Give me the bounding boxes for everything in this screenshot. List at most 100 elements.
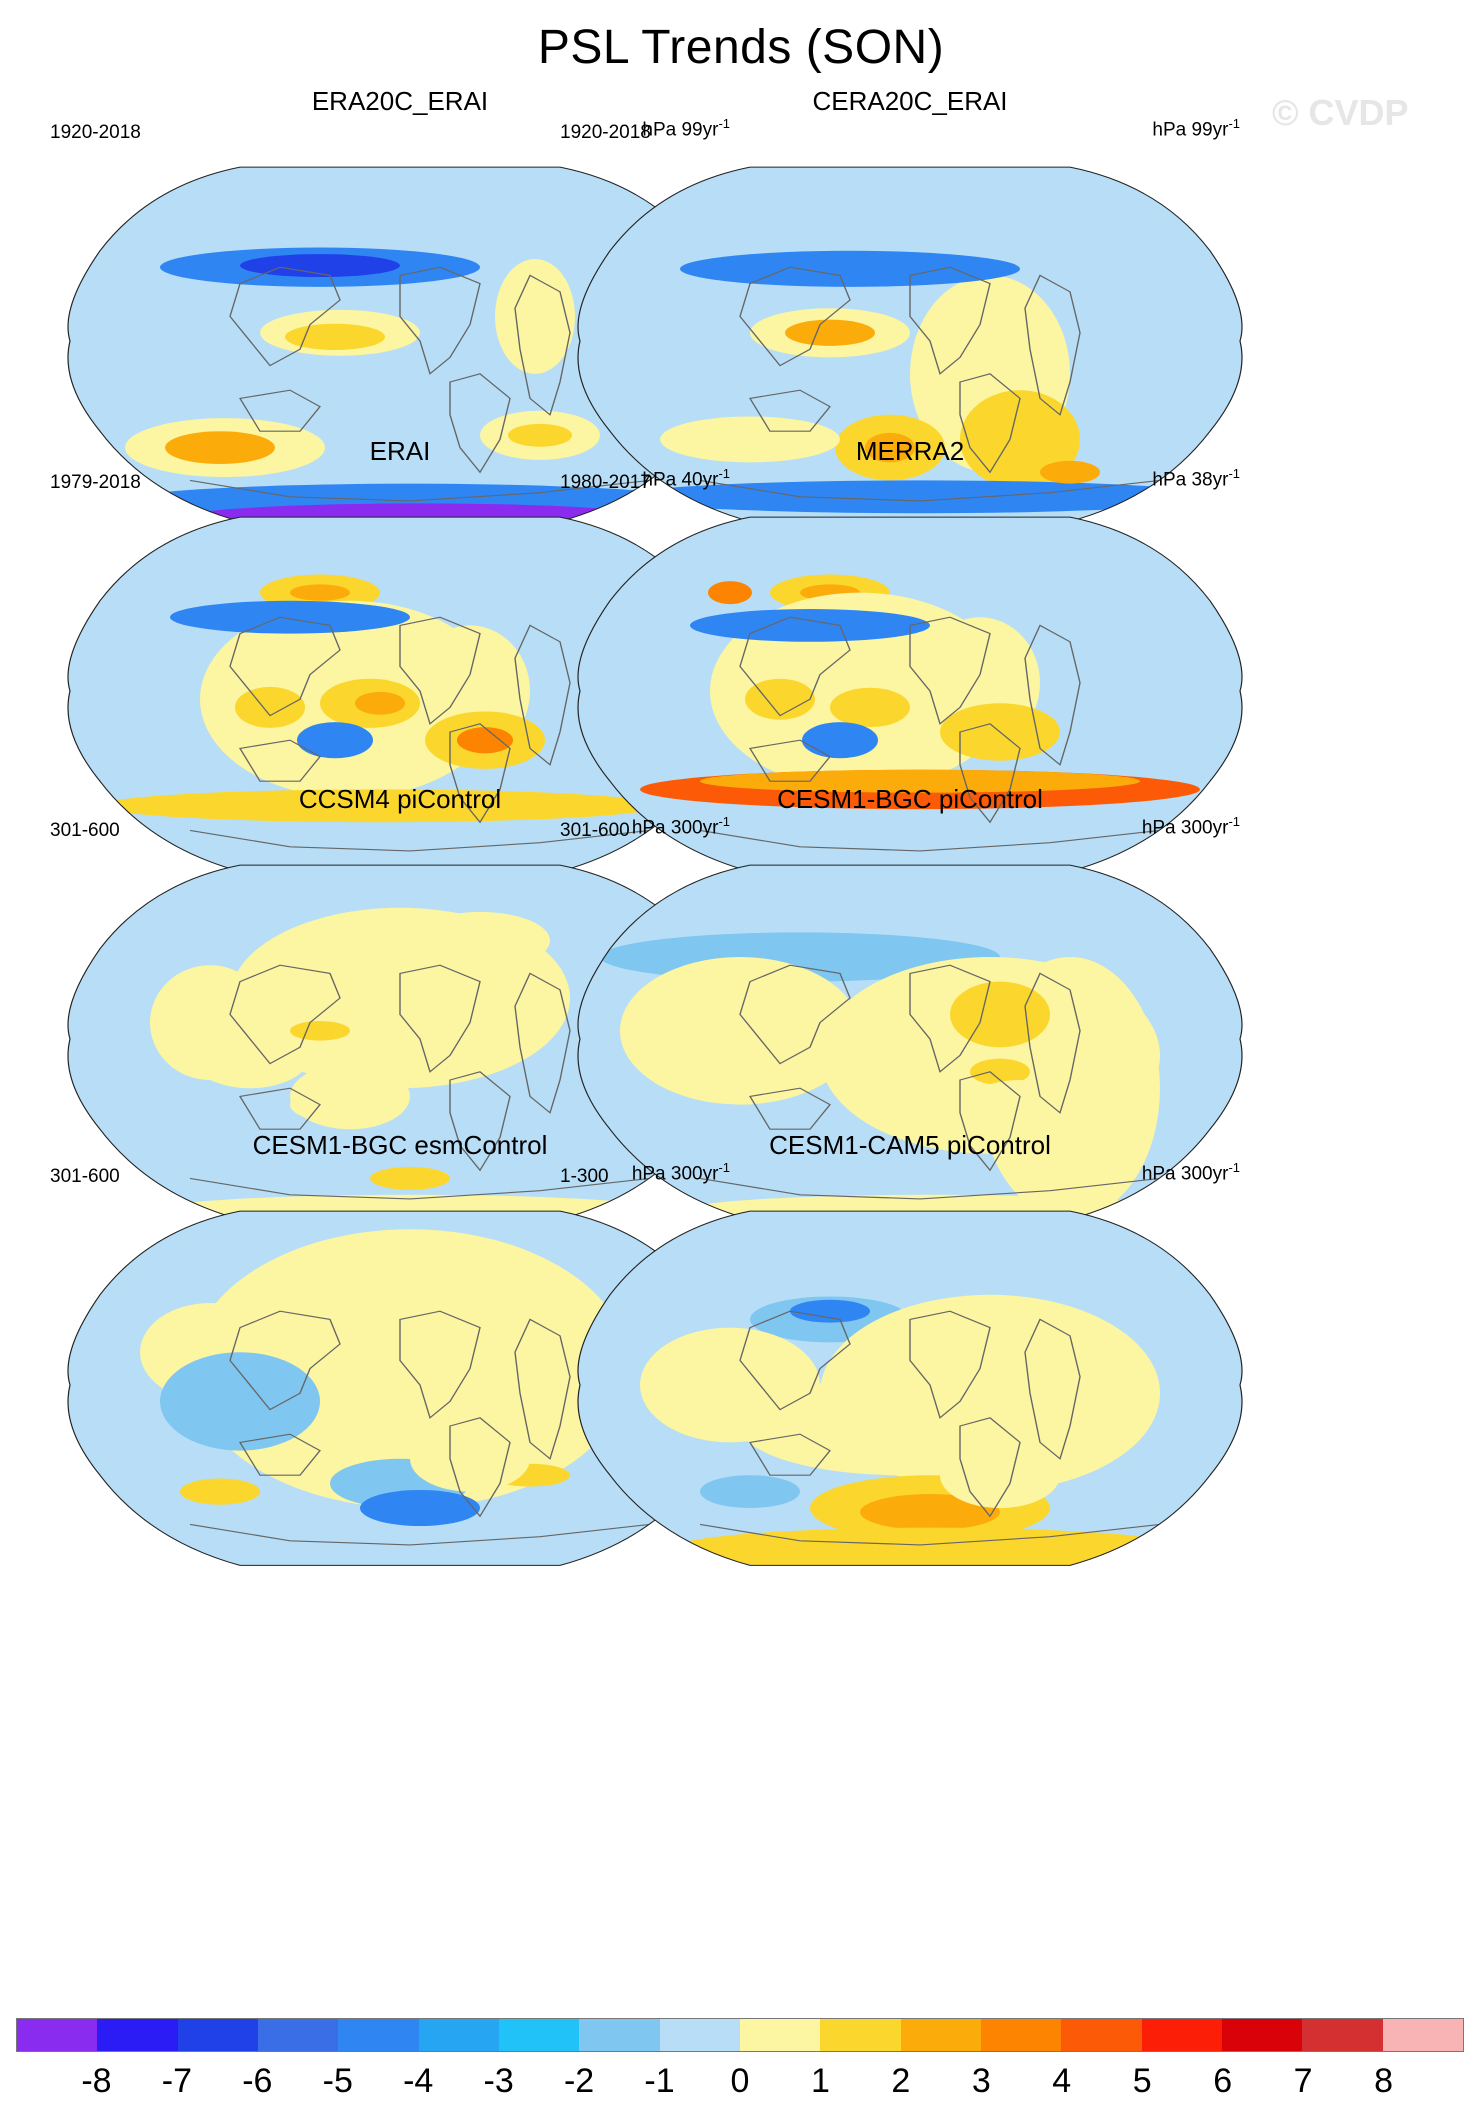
panel-units: hPa 38yr-1 — [1152, 466, 1240, 491]
contour-blob — [240, 254, 400, 278]
map-panel: CESM1-CAM5 piControl 1-300 hPa 300yr-1 — [560, 1130, 1260, 1590]
coastline — [514, 624, 571, 766]
contour-blob — [440, 1327, 540, 1394]
contour-blob — [290, 584, 350, 601]
map-panel: CESM1-BGC piControl 301-600 hPa 300yr-1 — [560, 784, 1260, 1244]
contour-blob — [750, 1030, 850, 1080]
panel-title: ERAI — [369, 436, 431, 466]
panel-period: 301-600 — [50, 820, 120, 841]
map-panel: MERRA2 1980-2017 hPa 38yr-1 — [560, 436, 1260, 896]
colorbar-swatch — [1382, 2019, 1463, 2051]
panel-period: 1979-2018 — [50, 472, 141, 493]
robinson-map — [577, 1210, 1243, 1566]
panel-units: hPa 99yr-1 — [1152, 116, 1240, 141]
colorbar-tick-label: 2 — [891, 2062, 911, 2100]
coastline — [699, 1177, 1161, 1200]
panel-units-exponent: -1 — [1228, 466, 1240, 481]
colorbar-labels: -8 -7 -6 -5 -4 -3 -2 -1 0 1 2 3 4 5 6 7 8 — [16, 2062, 1464, 2112]
colorbar-tick-label: 6 — [1213, 2062, 1233, 2100]
contour-blob — [708, 581, 752, 605]
colorbar-tick-label: -3 — [483, 2062, 514, 2100]
panel-units-base: hPa 300yr — [631, 817, 719, 839]
colorbar-tick-label: 5 — [1132, 2062, 1152, 2100]
coastline — [739, 1310, 851, 1411]
colorbar-swatch — [1221, 2019, 1303, 2051]
contour-blob — [360, 1489, 480, 1527]
contour-blob — [950, 981, 1050, 1048]
panel-period: 1-300 — [560, 1166, 609, 1187]
colorbar-swatch — [1061, 2019, 1142, 2051]
colorbar-tick-label: 1 — [810, 2062, 830, 2100]
coastline — [1024, 972, 1081, 1114]
colorbar-swatch — [820, 2019, 901, 2051]
coastline — [748, 389, 831, 432]
panel-units-exponent: -1 — [1228, 814, 1240, 829]
colorbar-swatch — [1141, 2019, 1222, 2051]
panel-units: hPa 300yr-1 — [1142, 1160, 1240, 1185]
contour-blob — [690, 609, 930, 642]
coastline — [748, 739, 831, 782]
coastline — [748, 1087, 831, 1130]
panel-title: CESM1-BGC piControl — [777, 784, 1043, 814]
colorbar-tick-label: 8 — [1374, 2062, 1393, 2100]
contour-blob — [940, 1442, 1060, 1508]
colorbar-swatch — [17, 2019, 98, 2051]
panel-title: CCSM4 piControl — [298, 784, 502, 814]
map-panel: CERA20C_ERAI 1920-2018 hPa 99yr-1 — [560, 86, 1260, 546]
coastline — [959, 723, 1021, 824]
coastline — [238, 1433, 321, 1476]
colorbar-swatch — [177, 2019, 258, 2051]
contour-blob — [180, 1478, 260, 1505]
contour-blob — [160, 503, 680, 522]
colorbar-swatch — [498, 2019, 580, 2051]
coastline — [399, 266, 481, 375]
figure-title: PSL Trends (SON) — [537, 21, 945, 74]
contour-blob — [235, 686, 305, 728]
coastline — [189, 479, 651, 502]
panel-period: 1980-2017 — [560, 472, 651, 493]
colorbar-tick-label: -2 — [563, 2062, 595, 2100]
panel-title: ERA20C_ERAI — [311, 86, 489, 116]
colorbar-swatch — [338, 2019, 419, 2051]
contour-blob — [745, 678, 815, 720]
coastline — [238, 1087, 321, 1130]
map-panel: CESM1-BGC esmControl 301-600 hPa 300yr-1 — [50, 1130, 750, 1590]
contour-blob — [457, 727, 513, 754]
panel-units-base: hPa 99yr — [642, 119, 719, 141]
contour-blob — [700, 769, 1140, 793]
coastline — [399, 616, 481, 725]
panel-units-base: hPa 300yr — [1141, 817, 1229, 839]
contour-blob — [410, 911, 550, 970]
coastline — [514, 274, 571, 416]
panel-units: hPa 300yr-1 — [632, 1160, 730, 1185]
coastline — [189, 1523, 651, 1546]
colorbar-tick-label: -4 — [403, 2062, 434, 2100]
colorbar-swatch — [1302, 2019, 1383, 2051]
colorbar-tick-label: 7 — [1293, 2062, 1313, 2100]
panel-units-exponent: -1 — [1228, 1160, 1240, 1175]
coastline — [1024, 274, 1081, 416]
contour-blob — [165, 431, 275, 464]
contour-blob — [100, 789, 660, 823]
contour-blob — [508, 423, 572, 447]
contour-blob — [790, 1299, 870, 1323]
coastline — [1024, 1318, 1081, 1460]
coastline — [959, 373, 1021, 474]
panel-units-base: hPa 38yr — [1152, 469, 1229, 491]
contour-blob — [370, 1166, 450, 1190]
contour-blob — [660, 416, 840, 463]
panel-units: hPa 40yr-1 — [642, 466, 730, 491]
contour-blob — [290, 1063, 410, 1130]
contour-blob — [680, 250, 1020, 287]
coastline — [699, 479, 1161, 502]
colorbar-swatch — [900, 2019, 981, 2051]
contour-blob — [860, 1494, 1000, 1531]
coastline — [229, 266, 341, 367]
colorbar-swatch — [659, 2019, 740, 2051]
panel-units-exponent: -1 — [718, 116, 730, 131]
coastline — [449, 373, 511, 474]
contour-blob — [960, 1080, 1080, 1146]
contour-blob — [190, 1229, 630, 1508]
contour-blob — [410, 1426, 530, 1492]
colorbar-swatch — [980, 2019, 1062, 2051]
